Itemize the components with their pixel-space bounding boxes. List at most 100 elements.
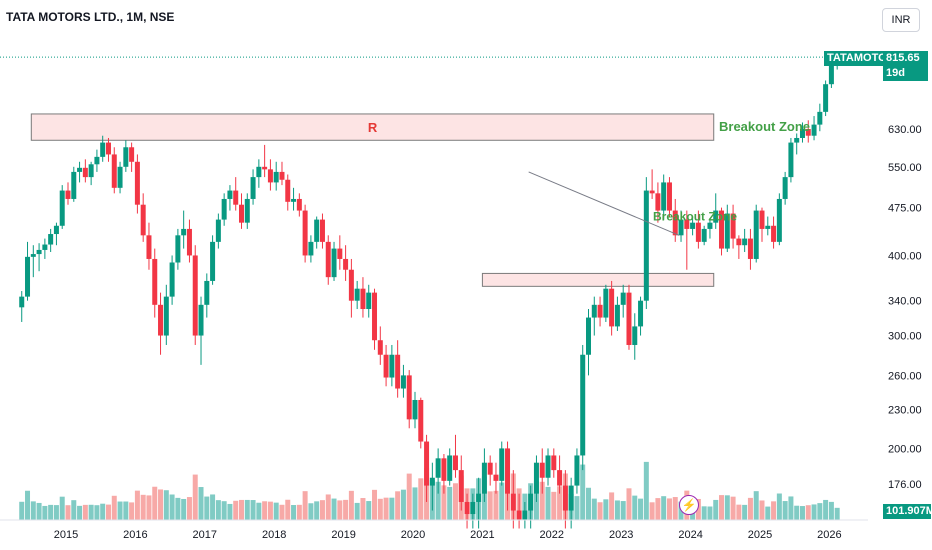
candle[interactable] bbox=[591, 296, 597, 336]
candle[interactable] bbox=[447, 448, 453, 486]
candle[interactable] bbox=[603, 284, 609, 322]
candle[interactable] bbox=[267, 159, 273, 191]
candle[interactable] bbox=[59, 185, 65, 229]
candle[interactable] bbox=[233, 177, 239, 211]
candle[interactable] bbox=[152, 248, 158, 318]
candle[interactable] bbox=[684, 210, 690, 270]
candle[interactable] bbox=[71, 166, 77, 202]
candle[interactable] bbox=[204, 273, 210, 318]
candle[interactable] bbox=[256, 159, 262, 188]
candle[interactable] bbox=[383, 344, 389, 387]
candle[interactable] bbox=[412, 391, 418, 429]
candle[interactable] bbox=[620, 284, 626, 318]
candle[interactable] bbox=[77, 161, 83, 183]
candle[interactable] bbox=[545, 448, 551, 486]
candle[interactable] bbox=[291, 187, 297, 211]
candle[interactable] bbox=[48, 228, 54, 252]
candle[interactable] bbox=[186, 219, 192, 263]
candle[interactable] bbox=[782, 171, 788, 205]
candle[interactable] bbox=[360, 277, 366, 318]
candle[interactable] bbox=[175, 228, 181, 270]
candle[interactable] bbox=[661, 174, 667, 220]
candle[interactable] bbox=[146, 222, 152, 270]
zone-rect[interactable] bbox=[30, 113, 715, 141]
currency-selector[interactable]: INR bbox=[882, 8, 920, 32]
candle[interactable] bbox=[470, 493, 476, 529]
candle[interactable] bbox=[516, 493, 522, 529]
candle[interactable] bbox=[105, 137, 111, 162]
candle[interactable] bbox=[53, 222, 59, 246]
candle[interactable] bbox=[273, 161, 279, 191]
candle[interactable] bbox=[372, 288, 378, 350]
candle[interactable] bbox=[302, 204, 308, 263]
zone-rect[interactable] bbox=[481, 272, 715, 287]
candle[interactable] bbox=[701, 225, 707, 246]
candle[interactable] bbox=[354, 280, 360, 310]
candle[interactable] bbox=[452, 434, 458, 478]
candle[interactable] bbox=[296, 193, 302, 217]
candle[interactable] bbox=[649, 169, 655, 199]
candle[interactable] bbox=[169, 255, 175, 305]
candle[interactable] bbox=[805, 120, 811, 143]
candle[interactable] bbox=[759, 207, 765, 242]
candle[interactable] bbox=[348, 258, 354, 318]
candle[interactable] bbox=[424, 434, 430, 502]
candle[interactable] bbox=[366, 284, 372, 318]
candle[interactable] bbox=[562, 470, 568, 529]
candle[interactable] bbox=[719, 207, 725, 256]
candle[interactable] bbox=[499, 441, 505, 486]
candle[interactable] bbox=[158, 292, 164, 355]
candle[interactable] bbox=[666, 177, 672, 217]
candle[interactable] bbox=[597, 296, 603, 327]
candle[interactable] bbox=[395, 340, 401, 398]
candle[interactable] bbox=[244, 193, 250, 229]
candle[interactable] bbox=[227, 185, 233, 211]
candle[interactable] bbox=[493, 462, 499, 494]
candle[interactable] bbox=[823, 80, 829, 117]
candle[interactable] bbox=[753, 204, 759, 263]
candle[interactable] bbox=[528, 485, 534, 529]
candle[interactable] bbox=[574, 448, 580, 494]
candle[interactable] bbox=[82, 159, 88, 183]
candle[interactable] bbox=[250, 169, 256, 205]
candle[interactable] bbox=[747, 228, 753, 270]
candle[interactable] bbox=[285, 174, 291, 211]
candle[interactable] bbox=[678, 210, 684, 242]
price-axis[interactable]: 630.00 550.00 475.00 400.00 340.00 300.00 260.… bbox=[888, 124, 922, 491]
candle[interactable] bbox=[481, 448, 487, 502]
candle[interactable] bbox=[30, 245, 36, 278]
candle[interactable] bbox=[19, 291, 25, 322]
candle[interactable] bbox=[94, 149, 100, 172]
candle[interactable] bbox=[690, 216, 696, 236]
trendline[interactable] bbox=[528, 171, 680, 236]
candle[interactable] bbox=[614, 296, 620, 331]
candle[interactable] bbox=[314, 216, 320, 249]
candle[interactable] bbox=[36, 243, 42, 272]
candle[interactable] bbox=[215, 213, 221, 249]
candle[interactable] bbox=[765, 216, 771, 236]
candle[interactable] bbox=[609, 280, 615, 336]
candle[interactable] bbox=[239, 193, 244, 229]
candle[interactable] bbox=[580, 344, 586, 471]
candle[interactable] bbox=[522, 501, 528, 529]
candle[interactable] bbox=[435, 448, 441, 494]
candle[interactable] bbox=[487, 455, 493, 486]
candle[interactable] bbox=[638, 296, 644, 336]
candle[interactable] bbox=[817, 103, 823, 132]
candle[interactable] bbox=[730, 204, 736, 249]
candle[interactable] bbox=[707, 219, 713, 239]
candle[interactable] bbox=[557, 455, 563, 494]
candle[interactable] bbox=[117, 161, 123, 194]
candle[interactable] bbox=[406, 370, 412, 429]
candle[interactable] bbox=[221, 193, 227, 226]
candle[interactable] bbox=[325, 235, 331, 285]
candle[interactable] bbox=[626, 284, 632, 350]
candle[interactable] bbox=[210, 235, 216, 285]
candle[interactable] bbox=[568, 477, 574, 529]
candle[interactable] bbox=[713, 193, 719, 229]
candle[interactable] bbox=[771, 216, 777, 249]
candle[interactable] bbox=[539, 448, 545, 494]
time-axis[interactable]: 2015 2016 2017 2018 2019 2020 2021 2022 2023 2024… bbox=[0, 519, 868, 541]
candle[interactable] bbox=[811, 116, 817, 141]
candle[interactable] bbox=[134, 154, 140, 214]
